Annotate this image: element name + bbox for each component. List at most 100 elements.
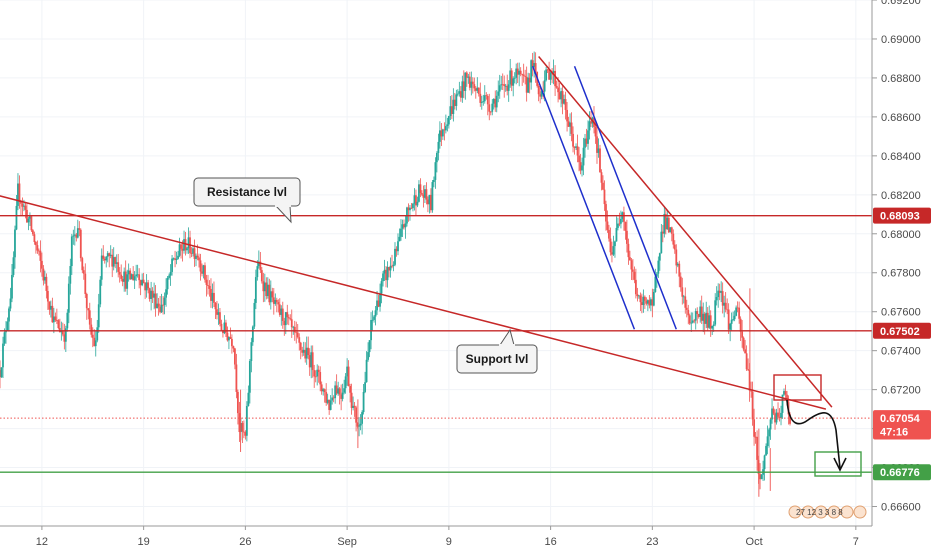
candle-body: [703, 313, 706, 324]
trend-lines: [0, 56, 833, 410]
candle-body: [697, 313, 700, 317]
candle-body: [450, 106, 453, 114]
candle-body: [465, 72, 468, 78]
candle-body: [130, 274, 133, 280]
candle-body: [789, 414, 791, 424]
candle-body: [100, 255, 103, 280]
price-tag-label: 47:16: [880, 427, 908, 439]
candle-body: [154, 293, 157, 309]
candle-body: [171, 258, 173, 272]
candle-body: [630, 260, 633, 270]
candle-body: [603, 189, 606, 205]
candle-body: [735, 307, 738, 316]
candle-body: [382, 273, 384, 282]
candle-body: [585, 138, 588, 144]
projection-arrow-head: [833, 457, 847, 472]
candle-body: [631, 269, 634, 272]
candle-body: [748, 370, 751, 391]
candle-body: [144, 283, 147, 291]
candle-body: [46, 290, 49, 302]
candle-body: [277, 302, 280, 305]
tag-resistance: 0.68093: [873, 207, 931, 224]
candle-body: [172, 258, 175, 260]
candle-body: [778, 416, 781, 418]
candle-body: [304, 349, 307, 359]
price-tag-bg: [873, 423, 931, 440]
candle-body: [675, 249, 678, 266]
candle-body: [254, 277, 257, 303]
candle-body: [600, 172, 603, 183]
candle-body: [516, 68, 519, 75]
candle-body: [771, 408, 773, 420]
candle-body: [651, 299, 654, 306]
candle-body: [391, 265, 393, 267]
candle-body: [323, 389, 326, 393]
candle-body: [228, 337, 230, 341]
candle-body: [772, 408, 775, 414]
candle-body: [75, 234, 78, 238]
candle-body: [272, 297, 275, 304]
candle-body: [552, 70, 555, 74]
candle-body: [12, 257, 15, 275]
candle-body: [483, 95, 486, 102]
candle-body: [626, 230, 628, 244]
candle-body: [476, 87, 479, 91]
candle-body: [530, 60, 533, 83]
candle-body: [91, 334, 94, 338]
candle-body: [103, 258, 106, 261]
candle-body: [195, 255, 197, 259]
callout-pointer: [499, 328, 515, 346]
candle-body: [477, 87, 480, 94]
candle-body: [623, 212, 625, 222]
candle-body: [102, 255, 105, 259]
candle-body: [260, 270, 263, 282]
candle-body: [181, 248, 184, 251]
x-tick-label: Oct: [746, 536, 763, 548]
candle-body: [660, 231, 663, 254]
candle-body: [745, 353, 748, 370]
candle-body: [486, 95, 489, 105]
candle-body: [198, 257, 200, 261]
candle-body: [512, 78, 515, 86]
candle-body: [504, 85, 507, 87]
candle-body: [311, 352, 314, 371]
candle-body: [780, 412, 782, 418]
candle-body: [111, 254, 114, 267]
candle-body: [421, 193, 423, 195]
candle-body: [174, 258, 176, 261]
candle-body: [268, 284, 271, 303]
candle-body: [127, 270, 130, 275]
candle-body: [597, 148, 600, 153]
y-tick-label: 0.67200: [881, 385, 921, 397]
events-strip: 27 12 3 3 8 8: [788, 505, 867, 519]
candle-body: [60, 330, 63, 333]
candle-body: [441, 129, 444, 137]
candle-body: [440, 130, 443, 137]
candle-body: [319, 372, 322, 385]
candle-body: [177, 255, 179, 259]
candle-body: [259, 261, 262, 271]
candle-body: [234, 348, 236, 365]
candle-body: [612, 246, 615, 255]
candle-body: [320, 384, 323, 392]
candle-body: [344, 376, 347, 389]
candle-body: [636, 294, 639, 297]
candle-body: [724, 302, 727, 310]
candle-body: [766, 436, 769, 447]
candle-body: [266, 284, 269, 297]
candle-body: [340, 394, 343, 399]
candle-body: [343, 388, 346, 393]
y-tick-label: 0.68200: [881, 190, 921, 202]
event-marker: [840, 505, 854, 519]
candle-body: [694, 311, 697, 321]
candle-body: [157, 303, 160, 307]
candle-body: [156, 303, 159, 309]
candle-body: [537, 85, 540, 95]
candle-body: [643, 296, 646, 301]
candle-body: [236, 391, 239, 414]
candle-body: [723, 302, 726, 306]
candle-body: [310, 352, 313, 368]
candle-body: [705, 312, 708, 324]
candle-body: [506, 85, 509, 91]
